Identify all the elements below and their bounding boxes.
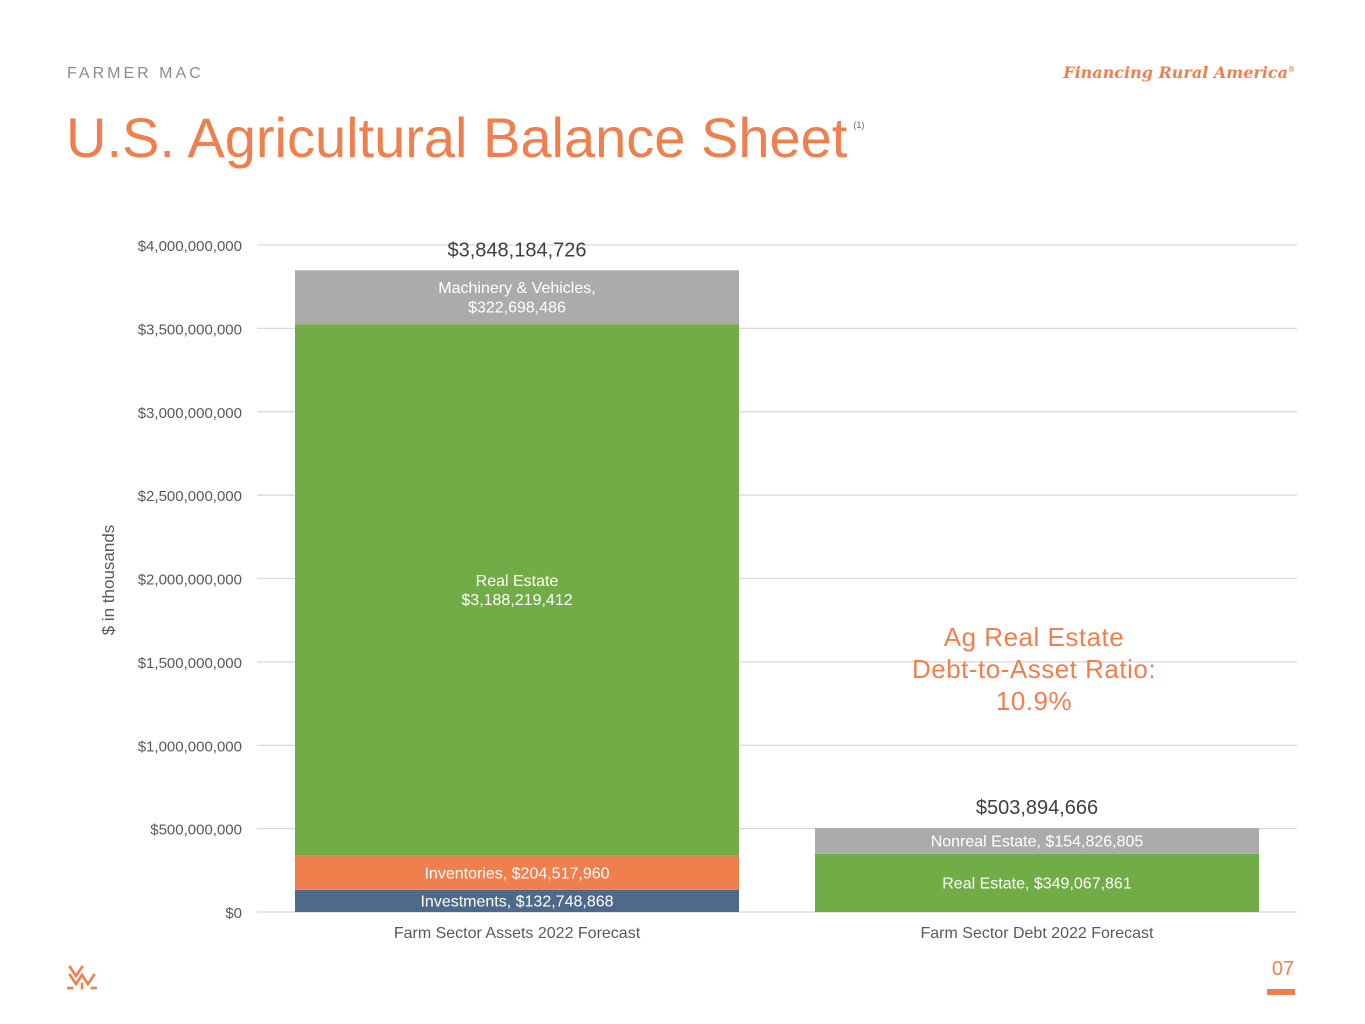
page-title-text: U.S. Agricultural Balance Sheet: [66, 106, 848, 169]
bar-segment-real-estate: [815, 853, 1259, 912]
farmer-mac-logo-icon: [67, 965, 97, 990]
x-category-label: Farm Sector Assets 2022 Forecast: [394, 925, 641, 942]
y-tick-label: $1,500,000,000: [138, 655, 242, 672]
debt-to-asset-annotation: Ag Real Estate Debt-to-Asset Ratio: 10.9%: [912, 622, 1156, 716]
bar-total-label: $3,848,184,726: [447, 239, 586, 261]
segment-label: Investments, $132,748,868: [420, 894, 613, 911]
data-labels: Investments, $132,748,868 Inventories, $2…: [420, 239, 1143, 910]
title-footnote: (1): [853, 120, 865, 130]
bar-segment-machinery-vehicles: [295, 270, 739, 325]
y-tick-label: $3,000,000,000: [138, 405, 242, 422]
y-tick-label: $1,000,000,000: [138, 738, 242, 755]
y-tick-label: $4,000,000,000: [138, 238, 242, 255]
bar-segment-inventories: [295, 855, 739, 890]
tagline-text: Financing Rural America: [1063, 63, 1288, 82]
segment-label: Real Estate, $349,067,861: [942, 875, 1132, 892]
segment-label: Nonreal Estate, $154,826,805: [931, 833, 1144, 850]
x-axis-labels: Farm Sector Assets 2022 Forecast Farm Sec…: [394, 925, 1154, 942]
bars: [295, 270, 1259, 912]
y-tick-label: $0: [225, 905, 242, 922]
y-axis-ticks: $0 $500,000,000 $1,000,000,000 $1,500,000,0…: [138, 238, 242, 922]
page-number-underline: [1267, 989, 1295, 995]
segment-label: Machinery & Vehicles, $322,698,486: [438, 280, 595, 316]
x-category-label: Farm Sector Debt 2022 Forecast: [921, 925, 1155, 942]
registered-mark: ®: [1288, 64, 1295, 74]
tagline: Financing Rural America®: [1063, 63, 1295, 82]
page-title: U.S. Agricultural Balance Sheet (1): [66, 106, 864, 170]
segment-label: Inventories, $204,517,960: [424, 865, 609, 882]
segment-label: Real Estate $3,188,219,412: [461, 573, 572, 609]
y-tick-label: $3,500,000,000: [138, 321, 242, 338]
y-tick-label: $2,500,000,000: [138, 488, 242, 505]
bar-segment-real-estate: [295, 324, 739, 856]
y-tick-label: $500,000,000: [150, 822, 242, 839]
bar-segment-nonreal-estate: [815, 827, 1259, 854]
bar-segment-investments: [295, 889, 739, 912]
bar-total-label: $503,894,666: [976, 797, 1098, 819]
brand-name: FARMER MAC: [67, 65, 204, 82]
y-axis-label: $ in thousands: [99, 525, 118, 636]
y-tick-label: $2,000,000,000: [138, 572, 242, 589]
page-number: 07: [1271, 958, 1295, 980]
